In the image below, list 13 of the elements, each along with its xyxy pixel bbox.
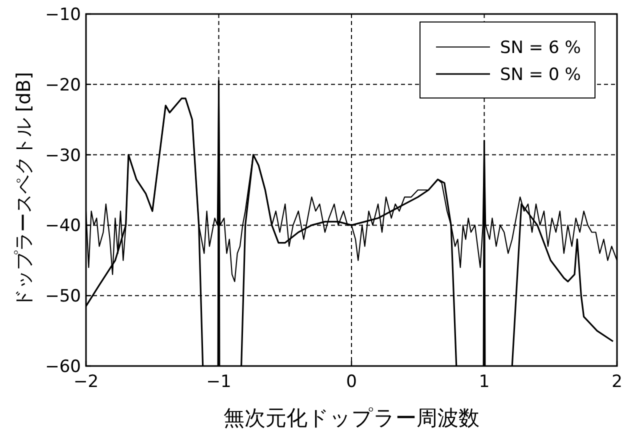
x-tick-label: 0 xyxy=(346,372,357,392)
y-tick-label: −40 xyxy=(45,216,81,236)
y-tick-label: −10 xyxy=(45,5,81,25)
legend-label: SN = 0 % xyxy=(500,65,581,85)
y-axis-title: ドップラースペクトル [dB] xyxy=(13,72,35,308)
y-tick-label: −20 xyxy=(45,75,81,96)
x-tick-label: 1 xyxy=(478,372,490,392)
x-tick-label: 2 xyxy=(612,372,622,392)
x-axis-title: 無次元化ドップラー周波数 xyxy=(224,406,480,430)
y-tick-label: −30 xyxy=(45,146,81,166)
y-tick-label: −50 xyxy=(45,286,81,307)
legend-label: SN = 6 % xyxy=(500,38,581,58)
x-tick-label: −1 xyxy=(206,372,232,392)
